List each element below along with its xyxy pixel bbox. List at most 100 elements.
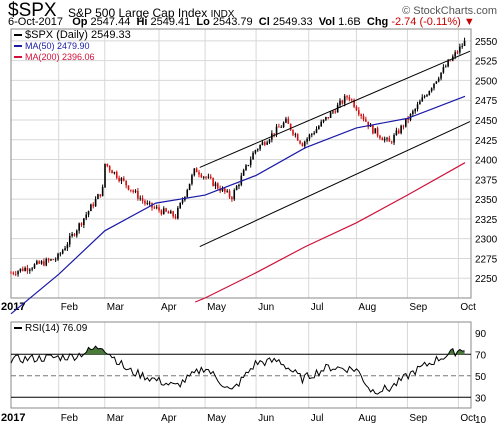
price-candle-body	[198, 172, 200, 175]
close-label: Cl	[258, 16, 270, 28]
price-candle-body	[405, 118, 407, 127]
price-candle-body	[52, 259, 55, 261]
price-candle-body	[181, 200, 184, 203]
price-candle-body	[414, 109, 416, 112]
price-candle-body	[372, 125, 374, 134]
price-candle-body	[130, 189, 132, 191]
price-candle-body	[125, 180, 127, 186]
price-candle-body	[158, 207, 160, 211]
price-candle-body	[14, 273, 17, 275]
x-tick-label: Aug	[358, 302, 376, 313]
price-candle-body	[280, 127, 283, 128]
price-candle-body	[339, 100, 341, 106]
price-candle-body	[167, 211, 170, 214]
price-candle-body	[186, 190, 189, 197]
open-label: Op	[72, 16, 88, 28]
x-tick-label: May	[207, 302, 226, 313]
y-tick-label: 2525	[475, 57, 498, 68]
price-candle-body	[292, 130, 294, 135]
price-candle-body	[315, 128, 318, 133]
price-candle-body	[118, 178, 120, 182]
price-candle-body	[294, 134, 297, 136]
index-name: S&P 500 Large Cap Index INDX	[68, 6, 234, 20]
quote-line: 6-Oct-2017 Op 2547.44 Hi 2549.41 Lo 2543…	[8, 16, 475, 28]
price-candle-body	[416, 104, 419, 110]
price-candle-body	[299, 140, 301, 144]
price-candle-body	[33, 264, 36, 269]
price-candle-body	[174, 216, 177, 219]
price-candle-body	[311, 133, 313, 135]
legend-label: MA(50) 2479.90	[25, 41, 90, 51]
price-candle-body	[322, 119, 325, 122]
y-tick-label: 2400	[475, 156, 498, 167]
x-tick-label: Jun	[258, 413, 274, 424]
y-tick-label: 2250	[475, 274, 498, 285]
price-candle-body	[153, 207, 156, 209]
price-candle-body	[40, 261, 43, 264]
brand-watermark: © StockCharts.com	[402, 5, 497, 17]
vol-value: 1.6B	[338, 16, 361, 28]
price-candle-body	[207, 176, 210, 178]
y-tick-label: 2425	[475, 136, 498, 147]
price-candle-body	[261, 142, 264, 146]
price-candle-body	[193, 168, 196, 176]
x-tick-label: Aug	[358, 413, 376, 424]
rsi-overbought-fill	[11, 346, 465, 355]
price-candle-body	[191, 175, 193, 184]
price-candle-body	[12, 272, 15, 274]
price-candle-body	[221, 188, 224, 192]
price-candle-body	[256, 149, 259, 151]
y-tick-label: 2325	[475, 215, 498, 226]
price-candle-body	[461, 46, 463, 47]
price-candle-body	[83, 218, 85, 226]
price-candle-body	[407, 118, 409, 121]
price-candle-body	[155, 207, 158, 209]
price-candle-body	[214, 183, 217, 187]
x-tick-label: 2017	[1, 301, 25, 313]
ma50-line	[10, 95, 466, 315]
price-candle-body	[459, 46, 461, 53]
price-candle-body	[101, 187, 104, 197]
price-candle-body	[318, 126, 320, 129]
price-candle-body	[421, 97, 424, 102]
price-candle-body	[409, 113, 412, 121]
x-tick-label: Oct	[460, 413, 476, 424]
x-tick-label: Oct	[460, 302, 476, 313]
price-candle-body	[21, 268, 24, 271]
price-candle-body	[301, 143, 304, 147]
price-candle-body	[209, 176, 212, 179]
price-candle-body	[264, 142, 266, 145]
trend-channel-line-0	[199, 50, 471, 168]
price-candle-body	[212, 178, 214, 187]
chg-down-icon: ▼	[463, 16, 475, 28]
price-candle-body	[76, 230, 78, 236]
price-candle-body	[442, 67, 445, 73]
price-candle-body	[278, 126, 280, 128]
price-candle-body	[61, 250, 64, 254]
price-candle-body	[113, 172, 116, 174]
x-tick-label: Sep	[409, 302, 427, 313]
price-candle-body	[160, 210, 163, 215]
y-tick-label: 2450	[475, 116, 498, 127]
price-candle-body	[78, 223, 80, 231]
price-candle-body	[184, 196, 186, 201]
price-candle-body	[111, 170, 113, 174]
price-candle-body	[430, 88, 433, 92]
price-candle-body	[423, 96, 426, 98]
exchange: INDX	[210, 9, 235, 20]
price-candle-body	[26, 267, 29, 271]
y-tick-label: 2300	[475, 235, 498, 246]
price-candle-body	[353, 99, 355, 107]
symbol: $SPX	[8, 0, 57, 21]
price-candle-body	[24, 267, 26, 271]
price-candle-body	[452, 56, 454, 61]
x-tick-label: Apr	[161, 302, 177, 313]
price-candle-body	[259, 145, 261, 150]
chg-value: -2.74 (-0.11%)	[391, 16, 461, 28]
x-tick-label: 2017	[1, 412, 25, 424]
price-candle-body	[296, 134, 299, 141]
price-candle-body	[90, 204, 92, 212]
price-candle-body	[426, 95, 428, 97]
price-candle-body	[400, 125, 402, 134]
x-tick-label: Jul	[311, 413, 324, 424]
